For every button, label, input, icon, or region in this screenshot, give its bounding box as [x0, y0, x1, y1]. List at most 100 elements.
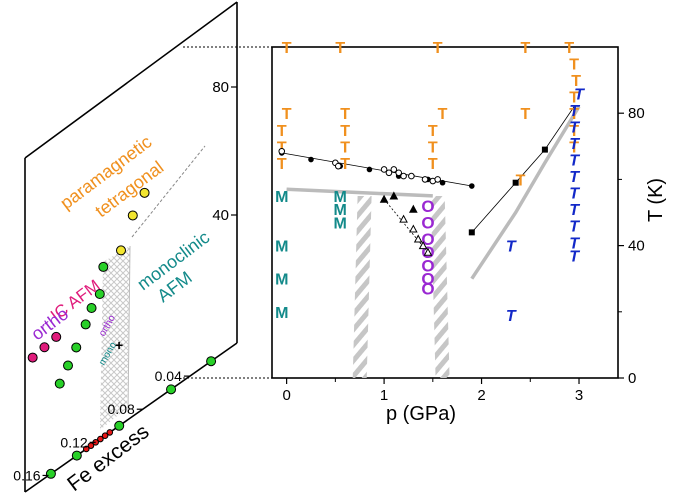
line-grey-boundary-M [286, 187, 433, 198]
y-tick-label-2: 80 [628, 105, 645, 122]
mark-filled-squares-2 [541, 146, 548, 153]
hatched-band-0 [352, 195, 372, 378]
mark-monoclinic-M--3: M [334, 215, 347, 232]
mark-filled-triangles-2 [408, 204, 418, 213]
mark-tetragonal-T-2-GPa-8: T [569, 219, 580, 236]
mark-open-circles-3 [380, 166, 388, 173]
x-tick-label-2: 2 [477, 387, 485, 404]
left-hatched-region [100, 246, 130, 430]
left-panel-ticks: 0.04 0.08 0.12 0.16 40 80 [13, 79, 237, 483]
mark-monoclinic-M--1: M [334, 189, 347, 206]
axes: 0 1 2 3 0 40 80 [282, 105, 644, 404]
mark-filled-squares-1 [512, 179, 519, 186]
mark-open-circles-0 [278, 147, 286, 155]
left-mark-green-Tc-3 [80, 319, 91, 330]
mark-orthorhombic-O--0: O [421, 197, 434, 216]
left-mark-pink-Tc-1 [39, 342, 50, 353]
mark-tetragonal-T--20: T [428, 139, 438, 156]
mark-tetragonal-T--4: T [564, 40, 574, 57]
mark-open-circles-5 [390, 166, 398, 173]
mark-tetragonal-T-2-GPa-0: T [574, 86, 585, 103]
left-mark-green-Tc-4 [71, 342, 82, 353]
hatched-bands [352, 195, 450, 378]
mark-tetragonal-T--12: T [569, 106, 579, 123]
mark-filled-triangles-1 [389, 191, 399, 200]
mark-tetragonal-T-2-GPa-1: T [569, 103, 580, 120]
mark-open-circles-7 [400, 172, 407, 180]
fe-axis-base-line [24, 342, 238, 493]
mark-tetragonal-T--17: T [340, 139, 350, 156]
fe-tick-label-1: 0.08 [108, 401, 135, 417]
left-dashed-guide [131, 145, 206, 238]
mark-open-triangles-3 [418, 241, 428, 250]
y-tick-label-1: 40 [628, 238, 645, 255]
left-mark-green-Tc-5 [63, 360, 73, 371]
fe-tick-label-0: 0.04 [155, 368, 182, 384]
left-mark-green-ground-1 [166, 384, 177, 395]
left-mark-green-ground-0 [206, 356, 217, 367]
mark-tetragonal-T-2-GPa-4: T [569, 153, 580, 170]
mark-filled-triangles-0 [379, 194, 389, 203]
left-mark-pink-Tc-2 [51, 331, 62, 342]
line-square-guide [471, 106, 575, 233]
fe-excess-panel [24, 1, 238, 493]
left-mark-red-ground-5 [82, 445, 90, 453]
left-mark-red-ground-2 [97, 435, 104, 443]
mark-tetragonal-T--2: T [433, 40, 443, 57]
left-mark-green-Tc-6 [54, 378, 65, 389]
mark-tetragonal-T--14: T [277, 139, 287, 156]
left-mark-yellow-Tc-1 [127, 210, 138, 221]
mark-monoclinic-M--2: M [334, 202, 347, 219]
left-mark-yellow-Tc-2 [116, 245, 126, 256]
mark-orthorhombic-O--4: O [421, 256, 434, 275]
series-marks: TTTTTTTTTTTTTTTTTTTTTTTTTMMMMMMMOOOOOOOT… [275, 40, 585, 325]
fe-tick-label-3: 0.16 [13, 467, 40, 483]
mark-filled-squares-0 [468, 229, 475, 236]
mark-tetragonal-T--13: T [277, 123, 287, 140]
left-mark-yellow-Tc-0 [139, 187, 150, 198]
mark-orthorhombic-O--1: O [421, 213, 434, 232]
mark-tetragonal-T--16: T [340, 123, 350, 140]
mark-monoclinic-M--5: M [275, 272, 288, 289]
left-mark-green-Tc-1 [94, 289, 105, 299]
mark-monoclinic-M--0: M [275, 189, 288, 206]
label-cross: + [115, 337, 123, 353]
mark-open-triangles-4 [423, 247, 433, 256]
fe-tick-label-2: 0.12 [60, 434, 87, 450]
mark-tetragonal-T-2-GPa-2: T [569, 119, 580, 136]
mark-open-circles-11 [434, 176, 441, 183]
mark-filled-circles-1 [308, 156, 314, 163]
mark-open-circles-4 [385, 169, 393, 177]
mark-monoclinic-M--6: M [275, 305, 288, 322]
mark-tetragonal-T--0: T [282, 40, 292, 57]
mark-tetragonal-T-2-GPa-10: T [569, 249, 580, 266]
left-mark-red-ground-1 [101, 432, 109, 440]
mark-tetragonal-T--3: T [521, 40, 531, 57]
x-tick-label-0: 0 [282, 387, 290, 404]
mark-tetragonal-T-2-GPa-7: T [569, 202, 580, 219]
mark-tetragonal-T--22: T [569, 123, 579, 140]
t-tick-label-1: 80 [212, 79, 229, 96]
mark-tetragonal-T-2-GPa-11: T [506, 239, 517, 256]
mark-open-circles-2 [334, 162, 342, 170]
mark-tetragonal-T-2-GPa-3: T [569, 136, 580, 153]
x-tick-label-1: 1 [380, 387, 388, 404]
mark-tetragonal-T--10: T [438, 106, 448, 123]
mark-tetragonal-T-2-GPa-12: T [506, 308, 517, 325]
left-mark-green-ground-4 [45, 468, 56, 479]
mark-orthorhombic-O--5: O [421, 270, 434, 289]
left-mark-green-ground-3 [71, 450, 82, 461]
line-grey-boundary-high-p [470, 105, 581, 280]
x-axis-title: p (GPa) [386, 403, 456, 425]
mark-filled-circles-6 [439, 179, 446, 186]
mark-tetragonal-T--15: T [277, 156, 287, 173]
mark-tetragonal-T--6: T [571, 73, 581, 90]
mark-tetragonal-T--21: T [428, 156, 438, 173]
mark-tetragonal-T-2-GPa-6: T [569, 186, 580, 203]
left-mark-red-ground-0 [106, 429, 114, 436]
mark-tetragonal-T-2-GPa-5: T [569, 169, 580, 186]
mark-open-triangles-0 [399, 214, 408, 223]
mark-tetragonal-T--18: T [340, 156, 350, 173]
mark-tetragonal-T--8: T [282, 106, 292, 123]
